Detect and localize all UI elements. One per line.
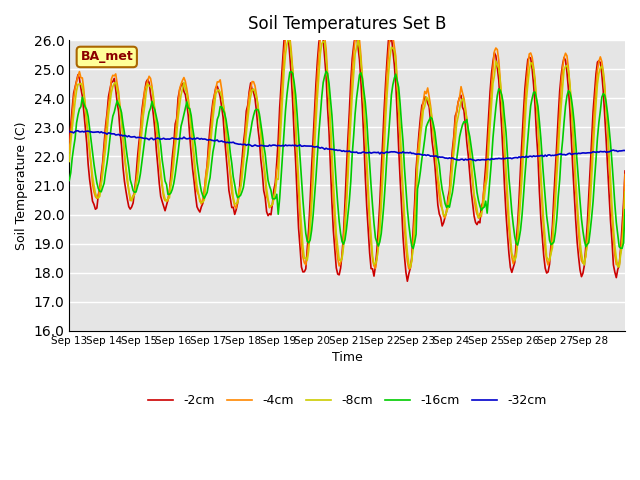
-2cm: [620, 200, 627, 206]
-16cm: [620, 240, 627, 246]
-4cm: [620, 212, 627, 217]
-16cm: [65, 178, 73, 183]
Title: Soil Temperatures Set B: Soil Temperatures Set B: [248, 15, 446, 33]
-2cm: [403, 278, 411, 284]
X-axis label: Time: Time: [332, 351, 362, 364]
-8cm: [353, 45, 360, 50]
-4cm: [405, 266, 413, 272]
-2cm: [353, 33, 360, 38]
-16cm: [465, 127, 472, 132]
Line: -8cm: -8cm: [69, 39, 625, 267]
-4cm: [547, 249, 555, 255]
-32cm: [65, 129, 73, 134]
-4cm: [65, 149, 73, 155]
-32cm: [86, 129, 93, 134]
-8cm: [65, 158, 73, 164]
-2cm: [465, 153, 472, 159]
-16cm: [621, 207, 629, 213]
-32cm: [103, 132, 111, 137]
-8cm: [84, 133, 92, 139]
-8cm: [406, 264, 414, 270]
-32cm: [620, 147, 627, 153]
Line: -32cm: -32cm: [69, 131, 625, 161]
-2cm: [547, 242, 555, 248]
Line: -4cm: -4cm: [69, 27, 625, 269]
-2cm: [65, 138, 73, 144]
-16cm: [323, 68, 330, 74]
Legend: -2cm, -4cm, -8cm, -16cm, -32cm: -2cm, -4cm, -8cm, -16cm, -32cm: [143, 389, 551, 412]
Line: -2cm: -2cm: [69, 31, 625, 281]
-8cm: [285, 36, 292, 42]
-16cm: [353, 95, 360, 101]
-4cm: [84, 131, 92, 137]
-16cm: [102, 169, 109, 175]
-16cm: [547, 242, 555, 248]
-4cm: [102, 131, 109, 136]
-32cm: [547, 153, 555, 158]
-2cm: [621, 168, 629, 174]
-16cm: [84, 113, 92, 119]
-32cm: [463, 157, 470, 163]
Y-axis label: Soil Temperature (C): Soil Temperature (C): [15, 121, 28, 250]
-4cm: [621, 171, 629, 177]
Line: -16cm: -16cm: [69, 71, 625, 249]
-2cm: [283, 28, 291, 34]
-8cm: [465, 131, 472, 137]
-4cm: [351, 36, 359, 42]
-4cm: [465, 132, 472, 138]
-32cm: [353, 149, 360, 155]
Text: BA_met: BA_met: [81, 50, 133, 63]
-16cm: [410, 246, 417, 252]
-32cm: [73, 128, 81, 133]
-32cm: [472, 158, 479, 164]
-2cm: [84, 161, 92, 167]
-2cm: [102, 123, 109, 129]
-8cm: [102, 146, 109, 152]
-32cm: [621, 148, 629, 154]
-8cm: [620, 225, 627, 230]
-4cm: [354, 24, 362, 30]
-8cm: [547, 251, 555, 256]
-8cm: [621, 189, 629, 195]
